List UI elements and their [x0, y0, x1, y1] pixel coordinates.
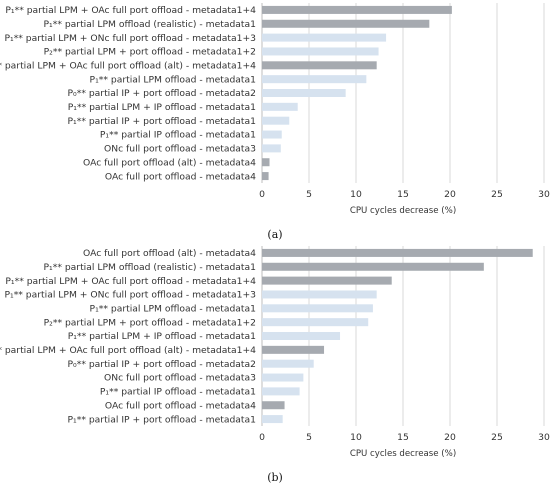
category-label: P₁** partial LPM + ONc full port offload… — [4, 33, 256, 44]
bar — [262, 248, 533, 257]
category-label: P₂** partial LPM + port offload - metada… — [44, 317, 256, 328]
x-tick-label: 10 — [350, 189, 362, 200]
bar — [262, 5, 452, 14]
category-label: OAc full port offload (alt) - metadata4 — [83, 248, 256, 259]
category-label: ONc full port offload - metadata3 — [104, 373, 256, 384]
bar — [262, 332, 341, 340]
bar — [262, 290, 377, 299]
category-label: P₁** partial LPM + OAc full port offload… — [0, 61, 256, 72]
category-label: P₀** partial IP + port offload - metadat… — [68, 88, 257, 99]
category-label: P₁** partial LPM + IP offload - metadata… — [68, 331, 256, 342]
x-tick-label: 0 — [259, 432, 265, 443]
panel-label-b: (b) — [267, 471, 283, 484]
bar — [262, 373, 304, 382]
x-axis-label: CPU cycles decrease (%) — [350, 206, 456, 216]
category-label: P₁** partial LPM + ONc full port offload… — [4, 290, 256, 301]
category-label: P₁** partial LPM + OAc full port offload… — [5, 5, 256, 16]
bar — [262, 276, 392, 285]
category-label: ONc full port offload - metadata3 — [104, 144, 256, 155]
category-label: OAc full port offload (alt) - metadata4 — [83, 157, 256, 168]
x-tick-label: 15 — [397, 432, 409, 443]
bar — [262, 415, 283, 424]
x-tick-label: 25 — [491, 432, 503, 443]
category-label: P₀** partial IP + port offload - metadat… — [68, 359, 257, 370]
x-tick-label: 15 — [397, 189, 409, 200]
bar — [262, 359, 314, 368]
category-label: P₁** partial IP offload - metadata1 — [100, 387, 256, 398]
category-label: P₁** partial IP + port offload - metadat… — [68, 116, 257, 127]
x-tick-label: 20 — [444, 189, 456, 200]
bar — [262, 61, 377, 70]
bar — [262, 130, 282, 139]
category-label: P₁** partial LPM offload (realistic) - m… — [44, 262, 257, 273]
category-label: P₁** partial LPM + OAc full port offload… — [0, 345, 256, 356]
bar — [262, 304, 373, 313]
bar — [262, 75, 367, 84]
bar — [262, 158, 270, 167]
x-tick-label: 25 — [491, 189, 503, 200]
panel-label-a: (a) — [267, 228, 283, 241]
category-label: P₁** partial LPM offload - metadata1 — [90, 304, 256, 315]
chart-b: 0 5 10 15 20 25 30 OAc full port offload (alt) … — [0, 246, 550, 459]
x-tick-label: 30 — [538, 189, 550, 200]
category-label: OAc full port offload - metadata4 — [105, 171, 256, 182]
category-label: P₁** partial LPM + OAc full port offload… — [5, 276, 256, 287]
category-label: P₁** partial IP + port offload - metadat… — [68, 414, 257, 425]
chart-a: 0 5 10 15 20 25 30 P₁** partial LPM + OAc full … — [0, 3, 550, 216]
category-label: P₁** partial IP offload - metadata1 — [100, 130, 256, 141]
bar — [262, 172, 269, 181]
bar — [262, 116, 290, 125]
x-tick-label: 5 — [306, 432, 312, 443]
bar — [262, 345, 325, 354]
category-label: P₂** partial LPM + port offload - metada… — [44, 47, 256, 58]
bar — [262, 262, 484, 271]
bar — [262, 401, 285, 410]
bar — [262, 19, 430, 28]
category-label: P₁** partial LPM offload (realistic) - m… — [44, 19, 257, 30]
bar — [262, 47, 379, 56]
x-tick-label: 5 — [306, 189, 312, 200]
x-tick-label: 10 — [350, 432, 362, 443]
x-tick-label: 20 — [444, 432, 456, 443]
bar — [262, 387, 300, 396]
x-tick-label: 30 — [538, 432, 550, 443]
bar — [262, 144, 281, 153]
bar — [262, 102, 298, 111]
bar — [262, 318, 369, 327]
bar — [262, 89, 346, 97]
x-tick-label: 0 — [259, 189, 265, 200]
category-label: P₁** partial LPM offload - metadata1 — [90, 74, 256, 85]
category-label: P₁** partial LPM + IP offload - metadata… — [68, 102, 256, 113]
bar — [262, 33, 387, 42]
category-label: OAc full port offload - metadata4 — [105, 400, 256, 411]
x-axis-label: CPU cycles decrease (%) — [350, 449, 456, 459]
